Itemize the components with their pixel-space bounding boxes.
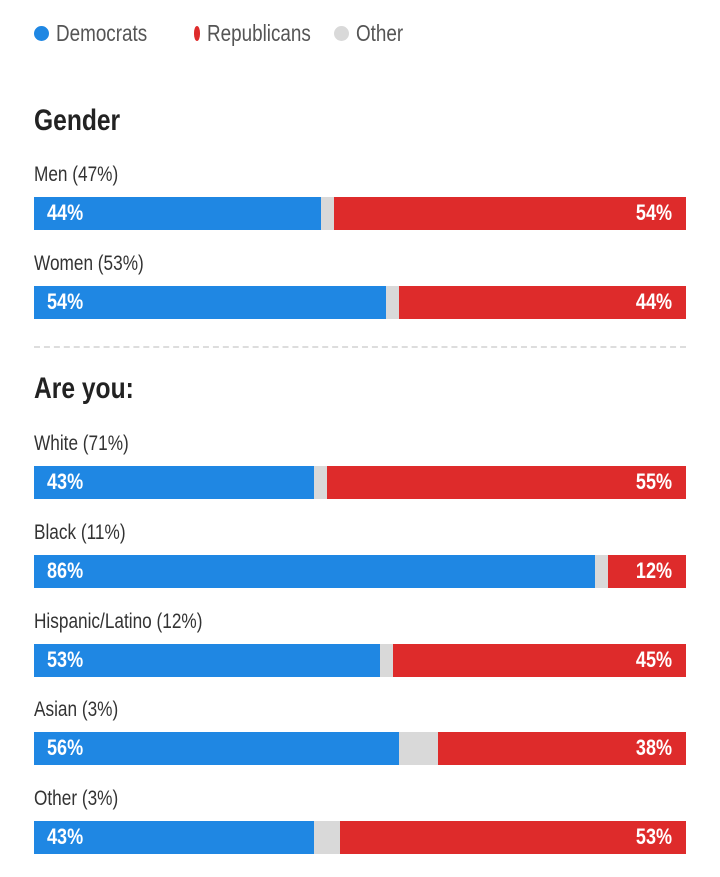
bar-democrats: 43%: [34, 466, 315, 499]
bar-republicans: 54%: [333, 197, 686, 230]
row-label: Other (3%): [34, 787, 119, 810]
row-label: Black (11%): [34, 521, 126, 544]
row-label: Hispanic/Latino (12%): [34, 610, 203, 633]
democrats-value-label: 56%: [47, 735, 84, 760]
democrats-value-label: 43%: [47, 824, 84, 849]
stacked-bar: 56% 38%: [34, 732, 686, 765]
row-label: Asian (3%): [34, 698, 119, 721]
republicans-dot-icon: [194, 25, 201, 41]
republicans-value-label: 54%: [635, 200, 672, 225]
bar-other: [320, 197, 334, 230]
section-title: Are you:: [34, 372, 134, 405]
legend-item-democrats: Democrats: [34, 20, 194, 47]
bar-republicans: 55%: [327, 466, 686, 499]
legend: Democrats Republicans Other: [34, 18, 414, 48]
section-divider: [34, 346, 686, 348]
bar-republicans: 53%: [340, 821, 686, 854]
republicans-value-label: 38%: [635, 735, 672, 760]
row-label: Men (47%): [34, 163, 119, 186]
stacked-bar: 44% 54%: [34, 197, 686, 230]
republicans-value-label: 53%: [635, 824, 672, 849]
democrats-value-label: 44%: [47, 200, 84, 225]
bar-other: [399, 732, 439, 765]
stacked-bar: 43% 55%: [34, 466, 686, 499]
bar-other: [379, 644, 393, 677]
row-label: Women (53%): [34, 252, 144, 275]
stacked-bar: 43% 53%: [34, 821, 686, 854]
republicans-value-label: 55%: [635, 469, 672, 494]
republicans-value-label: 45%: [635, 647, 672, 672]
bar-democrats: 43%: [34, 821, 315, 854]
other-dot-icon: [334, 25, 349, 41]
bar-democrats: 56%: [34, 732, 400, 765]
bar-republicans: 12%: [607, 555, 686, 588]
bar-republicans: 45%: [392, 644, 686, 677]
republicans-value-label: 12%: [635, 558, 672, 583]
bar-republicans: 44%: [399, 286, 686, 319]
bar-democrats: 86%: [34, 555, 595, 588]
stacked-bar: 54% 44%: [34, 286, 686, 319]
section-title: Gender: [34, 104, 121, 137]
row-label: White (71%): [34, 432, 129, 455]
bar-democrats: 53%: [34, 644, 380, 677]
stacked-bar: 86% 12%: [34, 555, 686, 588]
democrats-value-label: 43%: [47, 469, 84, 494]
bar-other: [314, 821, 341, 854]
bar-other: [594, 555, 608, 588]
democrats-value-label: 54%: [47, 289, 84, 314]
bar-other: [386, 286, 400, 319]
republicans-value-label: 44%: [635, 289, 672, 314]
bar-other: [314, 466, 328, 499]
democrats-dot-icon: [34, 25, 49, 41]
bar-democrats: 44%: [34, 197, 321, 230]
bar-democrats: 54%: [34, 286, 387, 319]
bar-republicans: 38%: [438, 732, 686, 765]
stacked-bar: 53% 45%: [34, 644, 686, 677]
legend-item-other: Other: [334, 20, 414, 47]
legend-item-republicans: Republicans: [194, 20, 334, 47]
democrats-value-label: 86%: [47, 558, 84, 583]
democrats-value-label: 53%: [47, 647, 84, 672]
